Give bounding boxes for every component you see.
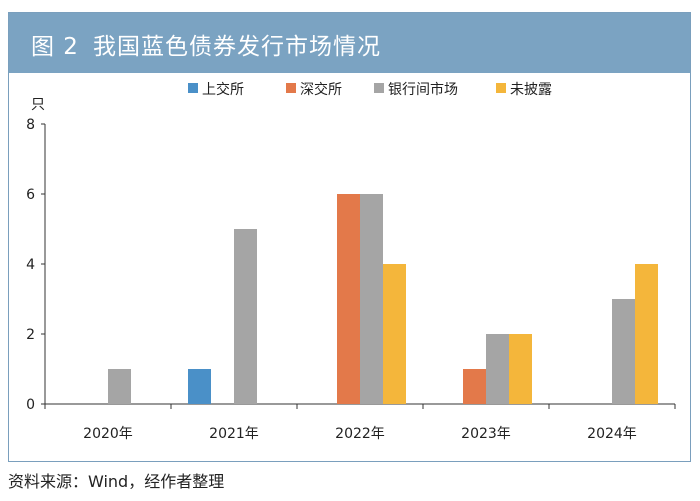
- figure-label: 图 2: [31, 34, 79, 60]
- x-tick-label: 2022年: [335, 426, 385, 442]
- bar-银行间市场-2022年: [360, 194, 383, 404]
- bar-未披露-2024年: [635, 264, 658, 404]
- bar-深交所-2023年: [463, 369, 486, 404]
- y-tick-label: 8: [26, 117, 35, 133]
- y-tick-label: 2: [26, 327, 35, 343]
- bar-上交所-2021年: [188, 369, 211, 404]
- figure-title-text: 我国蓝色债券发行市场情况: [92, 34, 381, 60]
- legend-label-深交所: 深交所: [300, 81, 342, 98]
- x-tick-label: 2024年: [587, 426, 637, 442]
- y-tick-label: 0: [26, 397, 35, 413]
- x-tick-label: 2021年: [209, 426, 259, 442]
- x-tick-label: 2023年: [461, 426, 511, 442]
- bar-银行间市场-2021年: [234, 229, 257, 404]
- legend-label-未披露: 未披露: [510, 82, 552, 98]
- legend-label-上交所: 上交所: [202, 81, 244, 98]
- source-note: 资料来源：Wind，经作者整理: [8, 472, 225, 491]
- y-axis-label: 只: [31, 97, 45, 113]
- figure-header: 图 2 我国蓝色债券发行市场情况: [9, 13, 690, 73]
- y-tick-label: 4: [26, 257, 35, 273]
- legend-swatch-深交所: [286, 83, 296, 93]
- bar-银行间市场-2023年: [486, 334, 509, 404]
- x-tick-label: 2020年: [83, 426, 133, 442]
- bar-未披露-2023年: [509, 334, 532, 404]
- y-tick-label: 6: [26, 187, 35, 203]
- bar-深交所-2022年: [337, 194, 360, 404]
- bar-未披露-2022年: [383, 264, 406, 404]
- legend-swatch-未披露: [496, 83, 506, 93]
- legend-label-银行间市场: 银行间市场: [388, 81, 458, 98]
- legend-swatch-上交所: [188, 83, 198, 93]
- bar-银行间市场-2020年: [108, 369, 131, 404]
- legend-swatch-银行间市场: [374, 83, 384, 93]
- figure-title: 图 2 我国蓝色债券发行市场情况: [31, 27, 395, 61]
- bar-银行间市场-2024年: [612, 299, 635, 404]
